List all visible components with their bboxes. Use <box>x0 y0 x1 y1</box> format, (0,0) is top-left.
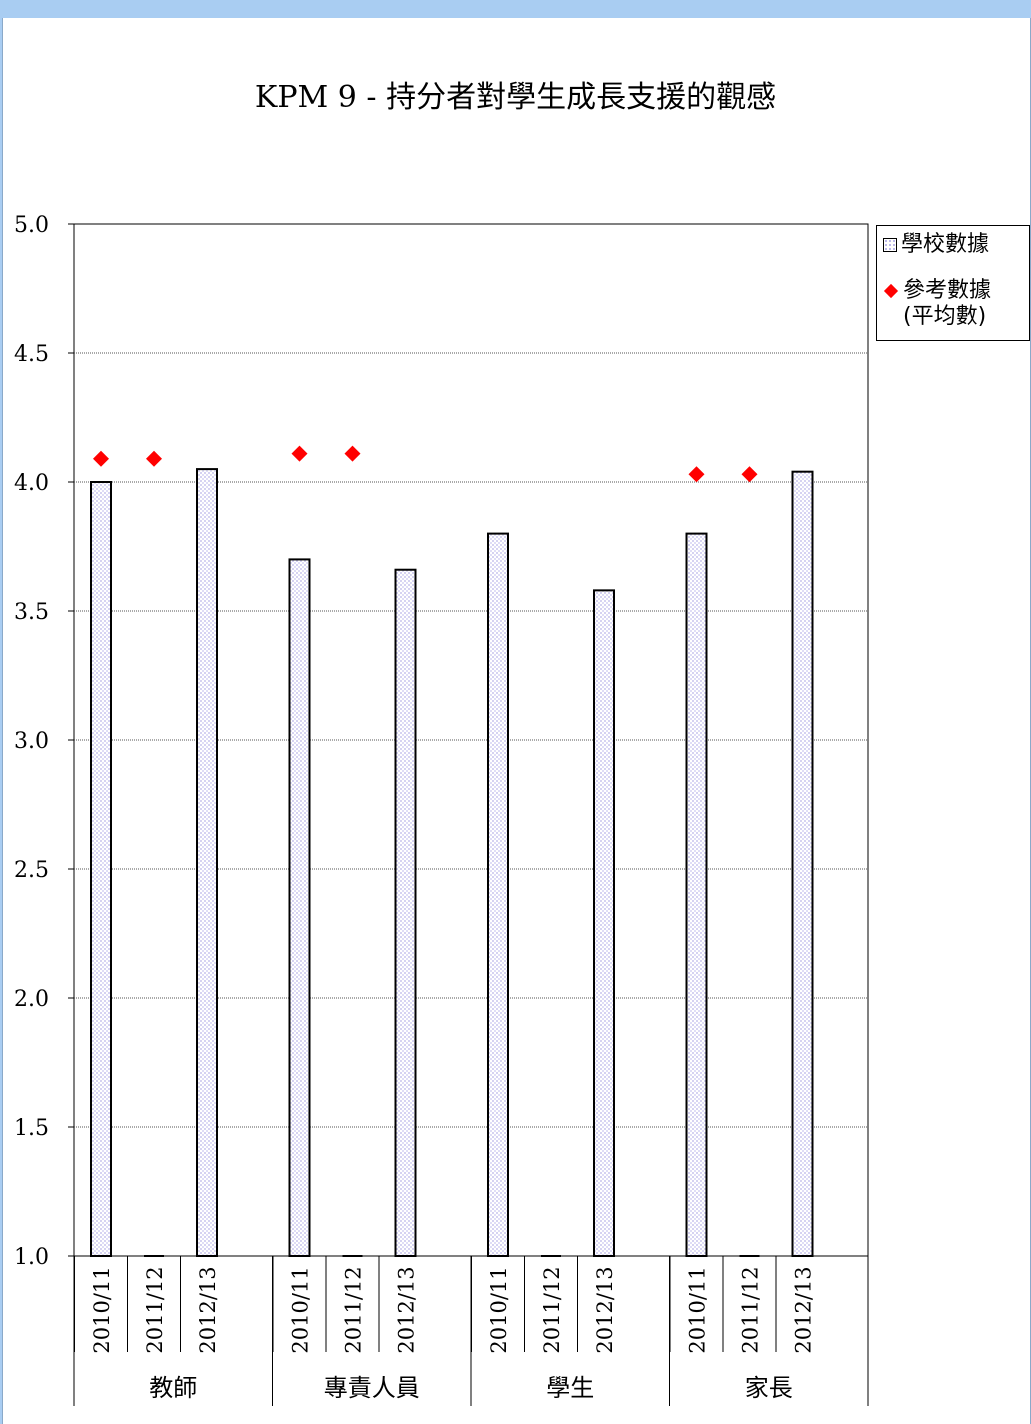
x-year-label: 2012/13 <box>792 1266 816 1353</box>
reference-marker <box>93 450 109 467</box>
x-year-label: 2011/12 <box>540 1266 564 1353</box>
y-tick-label: 3.5 <box>14 600 49 625</box>
x-year-label: 2010/11 <box>686 1266 710 1353</box>
x-category-label: 家長 <box>745 1374 793 1402</box>
chart-title: KPM 9 - 持分者對學生成長支援的觀感 <box>254 80 777 115</box>
reference-marker <box>741 466 758 483</box>
x-year-label: 2012/13 <box>593 1266 617 1353</box>
x-year-label: 2010/11 <box>90 1266 114 1353</box>
x-category-label: 教師 <box>149 1374 197 1402</box>
bar <box>593 589 615 1257</box>
x-year-label: 2010/11 <box>487 1266 511 1353</box>
y-tick-label: 4.0 <box>14 471 49 496</box>
legend-label-reference: 參考數據 (平均數) <box>903 278 992 329</box>
legend-item-reference: 參考數據 (平均數) <box>883 278 991 330</box>
reference-marker <box>146 450 162 467</box>
legend: 學校數據 參考數據 (平均數) <box>876 225 1030 341</box>
reference-marker <box>688 466 705 483</box>
y-tick-label: 5.0 <box>14 213 49 238</box>
y-tick-label: 2.5 <box>14 858 49 883</box>
legend-item-school: 學校數據 <box>883 232 989 258</box>
bar <box>394 568 417 1257</box>
y-tick-label: 1.0 <box>14 1245 49 1270</box>
reference-marker <box>291 445 308 462</box>
bar <box>487 532 509 1257</box>
bar <box>90 481 112 1257</box>
x-category-label: 學生 <box>546 1374 594 1402</box>
x-category-label: 專責人員 <box>324 1374 420 1402</box>
legend-label-school: 學校數據 <box>901 232 990 257</box>
x-year-label: 2012/13 <box>395 1266 419 1353</box>
x-year-label: 2011/12 <box>739 1266 763 1353</box>
x-year-label: 2012/13 <box>196 1266 220 1353</box>
legend-swatch-bar-icon <box>883 238 897 252</box>
x-year-label: 2011/12 <box>143 1266 167 1353</box>
y-tick-label: 4.5 <box>14 342 49 367</box>
bar <box>791 470 814 1257</box>
legend-diamond-icon <box>883 283 899 299</box>
x-year-label: 2011/12 <box>342 1266 366 1353</box>
x-year-label: 2010/11 <box>289 1266 313 1353</box>
bar <box>196 468 218 1258</box>
bar <box>685 532 708 1257</box>
y-tick-label: 1.5 <box>14 1116 49 1141</box>
y-tick-label: 3.0 <box>14 729 49 754</box>
bar <box>288 558 311 1257</box>
reference-marker <box>344 445 361 462</box>
y-tick-label: 2.0 <box>14 987 49 1012</box>
